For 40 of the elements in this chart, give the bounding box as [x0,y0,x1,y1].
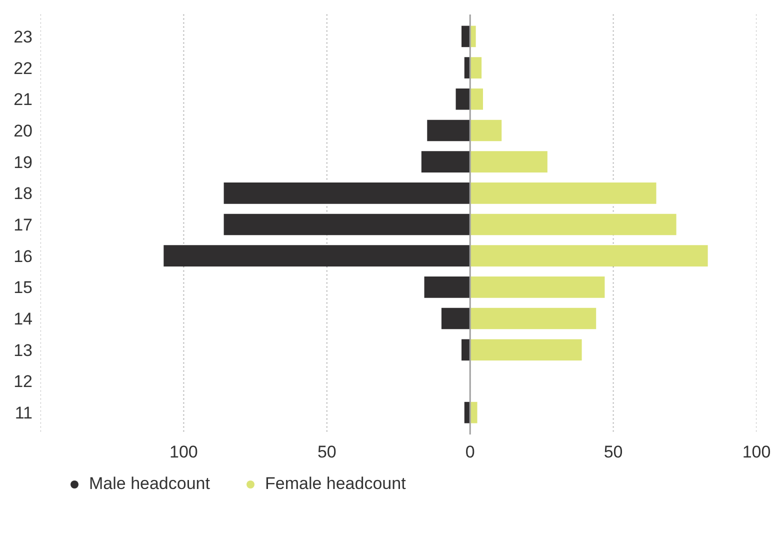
x-tick-label: 50 [604,442,623,462]
bar [462,339,470,361]
bar [470,182,656,204]
y-tick-label: 14 [14,310,33,329]
bar [456,88,470,110]
y-tick-label: 16 [14,246,33,266]
bar [164,245,470,266]
bar [421,151,470,172]
y-tick-label: 15 [14,278,33,298]
y-tick-label: 20 [14,121,33,140]
bar [470,276,605,298]
bar [470,57,482,78]
bar [462,26,470,48]
bar [470,245,708,266]
legend-label: Male headcount [89,474,210,494]
bar [424,276,470,298]
bar [470,151,548,172]
bar [224,182,470,204]
y-tick-label: 22 [14,58,33,78]
bar [224,214,470,236]
y-tick-label: 23 [14,27,33,46]
y-tick-label: 12 [14,372,33,392]
bar [470,214,676,236]
bar [470,339,582,361]
y-tick-label: 11 [14,404,33,423]
x-tick-label: 50 [317,442,336,462]
y-tick-label: 19 [14,152,33,172]
bar [470,88,483,110]
bar [470,308,596,330]
x-tick-label: 100 [170,442,198,462]
bar [470,120,502,142]
y-tick-label: 13 [14,340,33,360]
y-tick-label: 21 [14,90,33,110]
legend-label: Female headcount [264,474,406,494]
x-tick-label: 100 [742,442,771,462]
bar [441,308,470,330]
x-tick-label: 0 [465,442,475,462]
y-tick-label: 17 [14,216,33,234]
bar [427,120,470,142]
y-tick-label: 18 [14,184,33,204]
